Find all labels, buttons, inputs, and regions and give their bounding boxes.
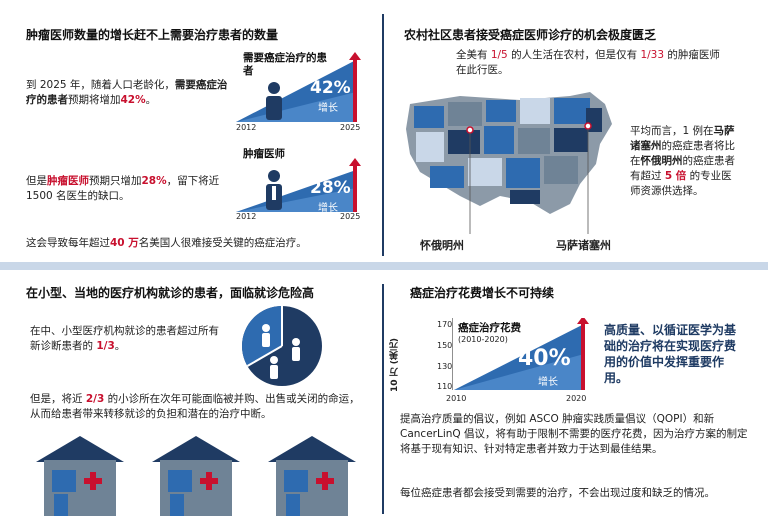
label-wyoming: 怀俄明州 bbox=[420, 239, 464, 252]
patient-icon bbox=[268, 82, 280, 94]
chart2-year-end: 2025 bbox=[340, 212, 361, 221]
q4-chart bbox=[452, 318, 589, 390]
chart1-graphic bbox=[236, 52, 361, 122]
q4-chart-growth: 增长 bbox=[538, 377, 558, 388]
clinic-icon-2 bbox=[152, 436, 240, 516]
label-massachusetts: 马萨诸塞州 bbox=[556, 239, 611, 252]
q4-text1: 提高治疗质量的倡议，例如 ASCO 肿瘤实践质量倡议（QOPI）和新 Cance… bbox=[400, 413, 748, 455]
tick-170: 170 bbox=[437, 320, 453, 329]
massachusetts-marker bbox=[584, 122, 592, 130]
q1-title: 肿瘤医师数量的增长赶不上需要治疗患者的数量 bbox=[26, 28, 279, 42]
chart1-year-end: 2025 bbox=[340, 123, 361, 132]
vertical-divider-top bbox=[382, 14, 384, 256]
chart2-graphic bbox=[236, 158, 361, 212]
us-map bbox=[406, 92, 612, 234]
chart2-year-start: 2012 bbox=[236, 212, 257, 221]
tick-130: 130 bbox=[437, 362, 453, 371]
q4-side-text: 高质量、以循证医学为基础的治疗将在实现医疗费用的价值中发挥重要作用。 bbox=[604, 323, 737, 385]
q4-chart-pct: 40% bbox=[518, 346, 571, 371]
chart1-arrow bbox=[353, 58, 357, 122]
q1-text1: 到 2025 年，随着人口老龄化，需要癌症治疗的患者预期将增加42%。 bbox=[26, 79, 228, 106]
q3-text1: 在中、小型医疗机构就诊的患者超过所有新诊断患者的 1/3。 bbox=[30, 325, 219, 352]
chart1-year-start: 2012 bbox=[236, 123, 257, 132]
q4-chart-sub: (2010-2020) bbox=[458, 335, 508, 344]
vertical-divider-bottom bbox=[382, 284, 384, 514]
chart1-pct: 42% bbox=[310, 78, 351, 98]
chart1-label: 需要癌症治疗的患者 bbox=[243, 52, 327, 77]
pie-chart bbox=[242, 306, 322, 386]
chart2-arrow bbox=[353, 164, 357, 212]
q4-arrow bbox=[581, 322, 585, 390]
q2-title: 农村社区患者接受癌症医师诊疗的机会极度匮乏 bbox=[404, 28, 657, 42]
chart1-growth: 增长 bbox=[318, 103, 338, 114]
clinic-houses bbox=[36, 436, 356, 516]
q1-text3: 这会导致每年超过40 万名美国人很难接受关键的癌症治疗。 bbox=[26, 237, 307, 249]
clinic-icon-3 bbox=[268, 436, 356, 516]
chart2-pct: 28% bbox=[310, 178, 351, 198]
doctor-icon bbox=[268, 170, 280, 182]
q4-year-end: 2020 bbox=[566, 394, 587, 403]
q2-text2: 平均而言，1 例在马萨诸塞州的癌症患者将比在怀俄明州的癌症患者有超过 5 倍 的… bbox=[630, 125, 735, 197]
chart2-growth: 增长 bbox=[318, 203, 338, 214]
wyoming-marker bbox=[466, 126, 474, 134]
q3-text2: 但是，将近 2/3 的小诊所在次年可能面临被并购、出售或关闭的命运，从而给患者带… bbox=[30, 393, 360, 420]
q4-year-start: 2010 bbox=[446, 394, 467, 403]
people-icons bbox=[262, 324, 300, 379]
q4-chart-title: 癌症治疗花费 bbox=[458, 322, 521, 334]
tick-110: 110 bbox=[437, 382, 453, 391]
clinic-icon-1 bbox=[36, 436, 124, 516]
q2-text1: 全美有 1/5 的人生活在农村，但是仅有 1/33 的肿瘤医师在此行医。 bbox=[456, 49, 720, 76]
q1-text2: 但是肿瘤医师预期只增加28%，留下将近 1500 名医生的缺口。 bbox=[26, 175, 220, 202]
q3-title: 在小型、当地的医疗机构就诊的患者，面临就诊危险高 bbox=[26, 286, 315, 300]
chart2-label: 肿瘤医师 bbox=[243, 148, 285, 160]
q4-ylabel: 10 万 (美元) bbox=[390, 338, 400, 393]
tick-150: 150 bbox=[437, 341, 453, 350]
q4-text2: 每位癌症患者都会接受到需要的治疗，不会出现过度和缺乏的情况。 bbox=[400, 487, 715, 499]
q4-title: 癌症治疗花费增长不可持续 bbox=[410, 286, 555, 300]
top-band bbox=[0, 262, 768, 270]
